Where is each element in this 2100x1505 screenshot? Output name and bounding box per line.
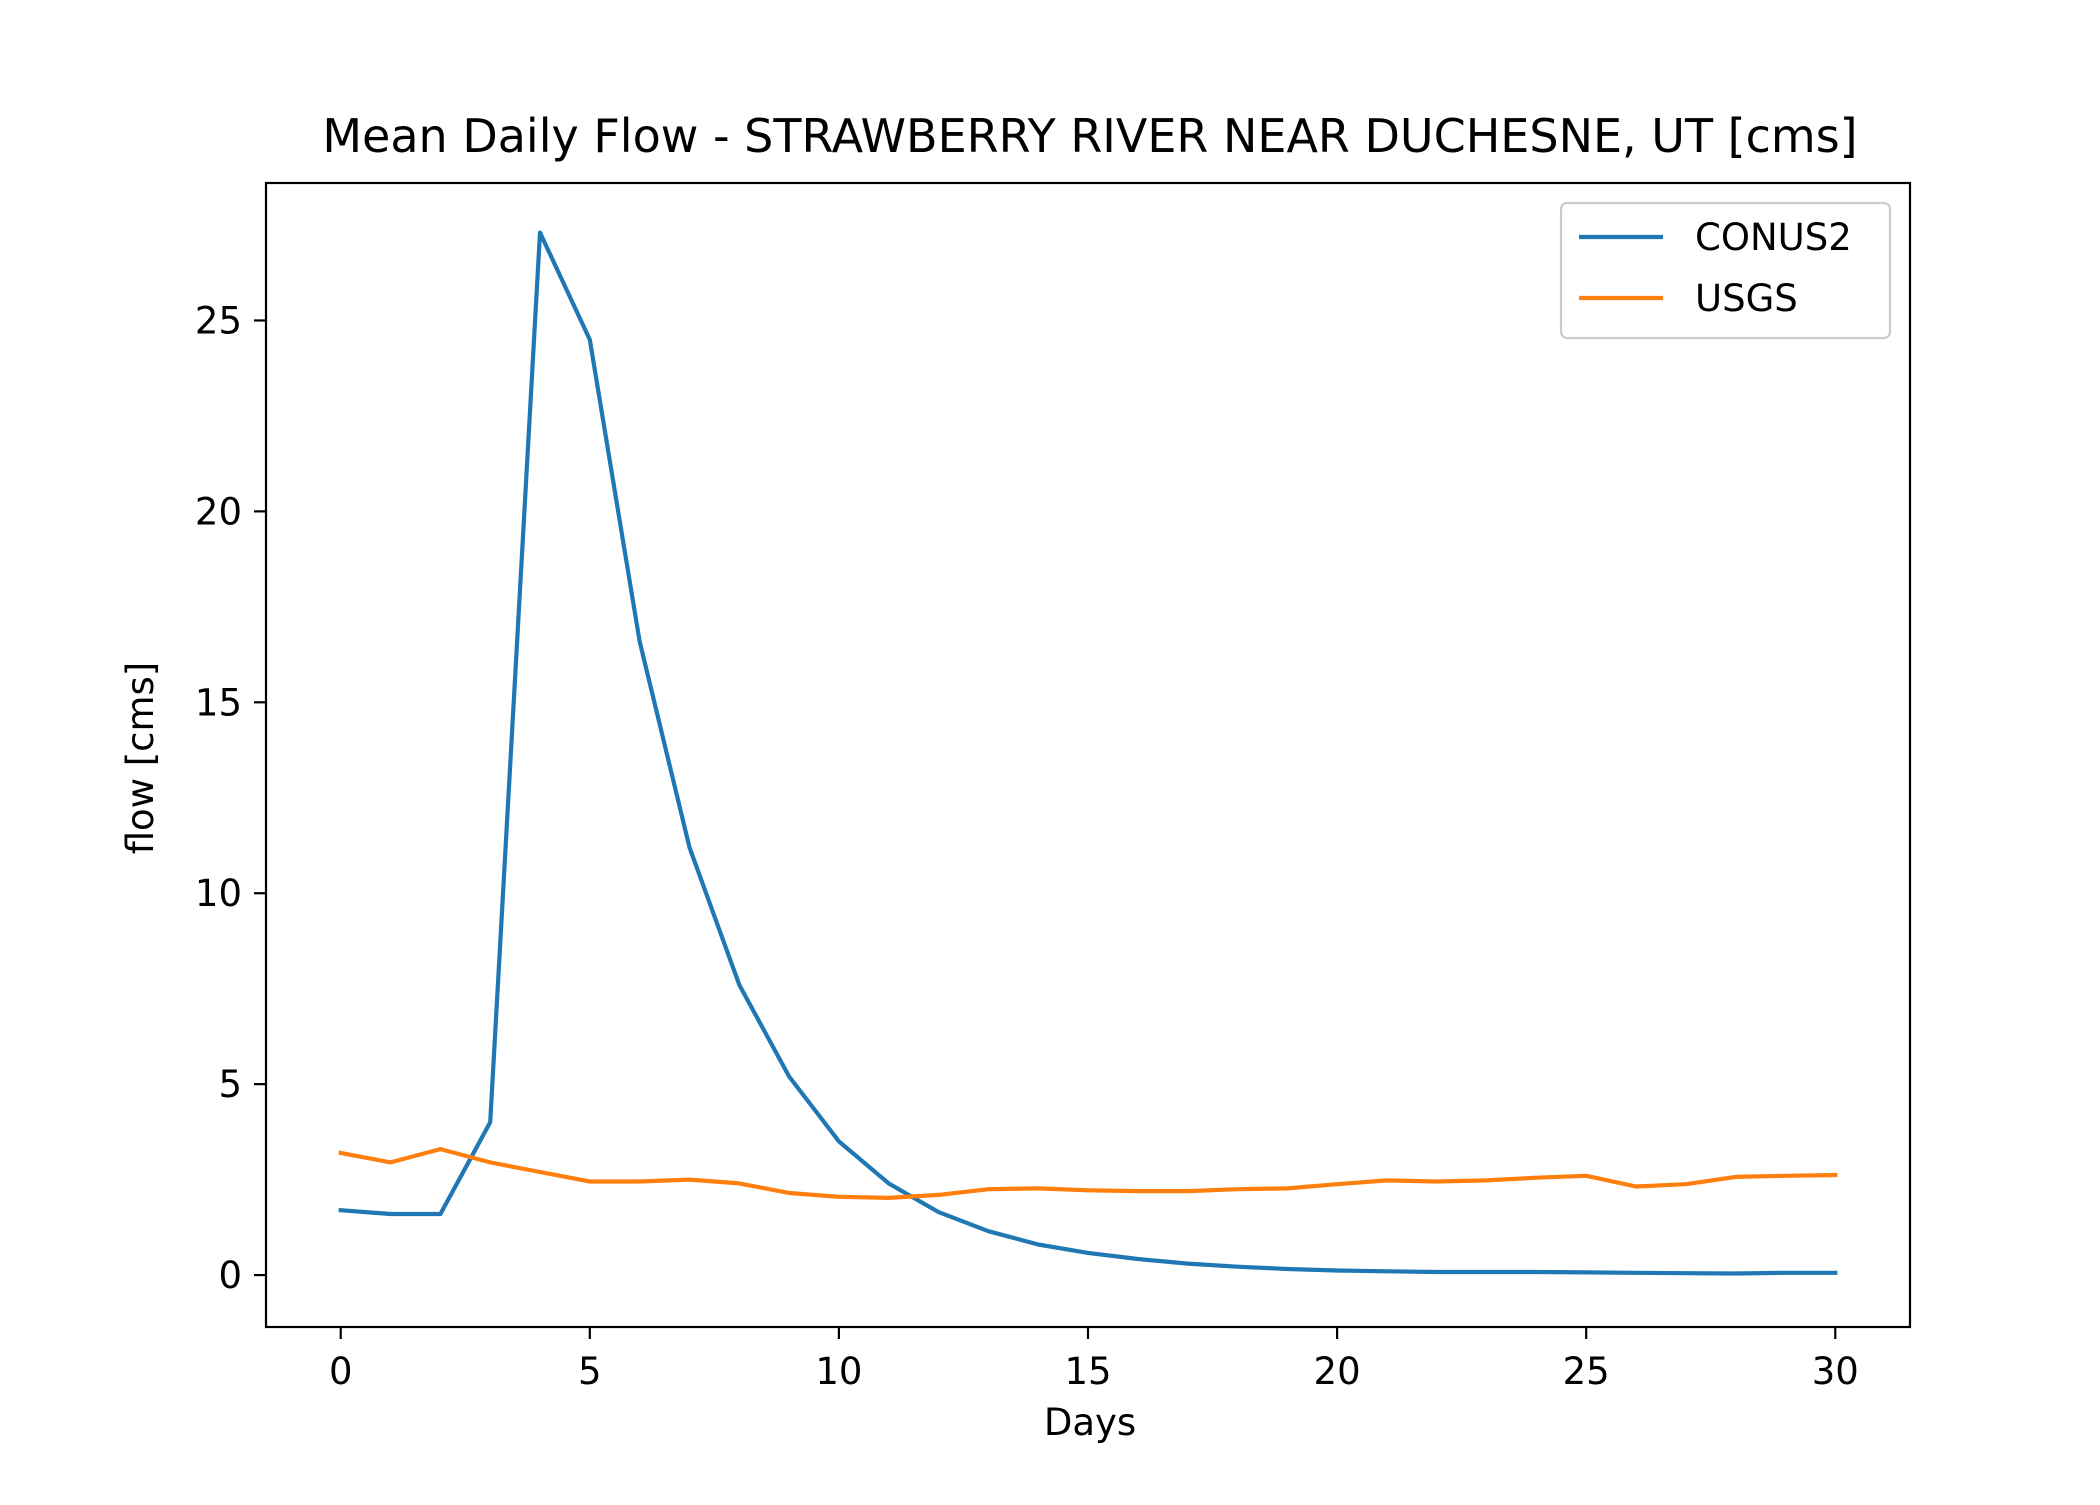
x-axis-label: Days xyxy=(1044,1401,1136,1444)
x-tick-label: 10 xyxy=(815,1350,862,1393)
x-tick-label: 30 xyxy=(1812,1350,1859,1393)
legend-label-conus2: CONUS2 xyxy=(1695,216,1852,259)
series-line-usgs xyxy=(338,1146,1838,1201)
y-axis-label: flow [cms] xyxy=(119,662,162,855)
x-tick-label: 20 xyxy=(1314,1350,1361,1393)
chart-title: Mean Daily Flow - STRAWBERRY RIVER NEAR … xyxy=(322,109,1857,163)
x-tick-label: 15 xyxy=(1064,1350,1111,1393)
x-tick-label: 25 xyxy=(1563,1350,1610,1393)
y-tick-label: 10 xyxy=(195,872,242,915)
x-tick-label: 0 xyxy=(329,1350,353,1393)
x-tick-label: 5 xyxy=(578,1350,602,1393)
series-line-conus2 xyxy=(338,230,1838,1276)
plot-area: 0 5 10 15 20 25 30 0 5 10 15 20 25 CONUS2 USGS xyxy=(195,181,1912,1393)
legend-label-usgs: USGS xyxy=(1695,277,1798,320)
y-tick-label: 15 xyxy=(195,681,242,724)
y-tick-label: 5 xyxy=(218,1063,242,1106)
y-tick-label: 20 xyxy=(195,490,242,533)
y-tick-label: 0 xyxy=(218,1254,242,1297)
y-tick-label: 25 xyxy=(195,299,242,342)
